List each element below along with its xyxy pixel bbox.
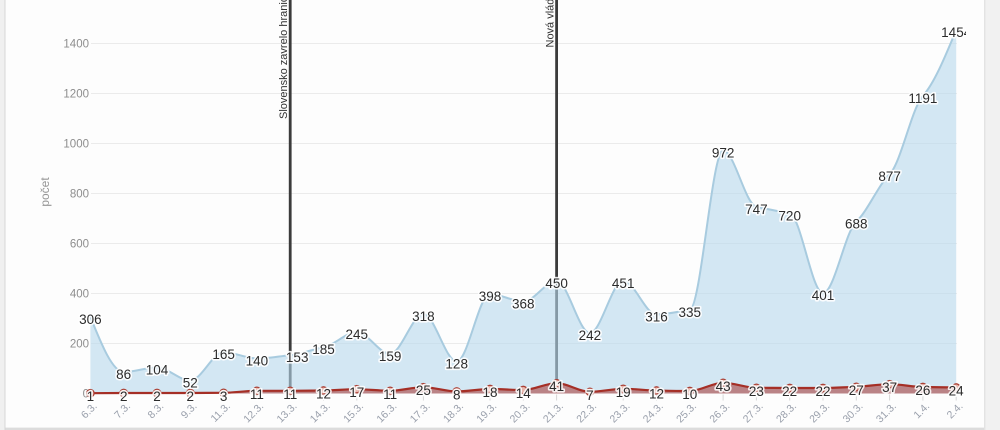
svg-text:2: 2	[153, 389, 161, 404]
svg-text:27: 27	[849, 383, 864, 398]
svg-text:200: 200	[70, 338, 89, 350]
svg-text:335: 335	[679, 305, 702, 320]
svg-text:22: 22	[815, 384, 830, 399]
svg-text:747: 747	[745, 202, 768, 217]
svg-text:1400: 1400	[63, 38, 89, 50]
svg-text:245: 245	[346, 327, 369, 342]
svg-text:23: 23	[749, 384, 764, 399]
svg-text:19: 19	[616, 385, 631, 400]
svg-text:Slovensko zavrelo hranice: Slovensko zavrelo hranice	[278, 0, 290, 119]
svg-text:368: 368	[512, 297, 535, 312]
svg-text:12: 12	[649, 387, 664, 402]
svg-text:104: 104	[146, 363, 169, 378]
svg-text:11: 11	[283, 387, 297, 402]
svg-text:37: 37	[882, 380, 897, 395]
svg-text:11: 11	[383, 387, 397, 402]
svg-text:185: 185	[312, 342, 335, 357]
svg-text:10: 10	[682, 387, 697, 402]
svg-text:86: 86	[116, 367, 131, 382]
svg-text:800: 800	[70, 188, 89, 200]
svg-text:877: 877	[878, 169, 901, 184]
svg-text:17: 17	[349, 385, 364, 400]
svg-text:306: 306	[79, 312, 102, 327]
svg-text:128: 128	[445, 357, 468, 372]
svg-text:počet: počet	[38, 177, 52, 207]
svg-text:400: 400	[70, 288, 89, 300]
svg-text:8: 8	[453, 388, 461, 403]
svg-text:1454: 1454	[941, 25, 972, 40]
svg-text:1191: 1191	[908, 91, 937, 106]
svg-text:972: 972	[712, 146, 735, 161]
svg-text:242: 242	[579, 328, 602, 343]
svg-text:398: 398	[479, 289, 502, 304]
svg-text:165: 165	[212, 347, 235, 362]
svg-text:153: 153	[286, 350, 309, 365]
svg-text:451: 451	[612, 276, 635, 291]
svg-text:52: 52	[183, 376, 198, 391]
svg-text:2: 2	[187, 389, 195, 404]
svg-text:3: 3	[220, 389, 228, 404]
svg-text:11: 11	[250, 387, 264, 402]
svg-text:316: 316	[645, 310, 668, 325]
svg-text:1200: 1200	[63, 88, 89, 100]
svg-text:1: 1	[87, 389, 95, 404]
svg-text:12: 12	[316, 387, 331, 402]
svg-text:401: 401	[812, 288, 835, 303]
svg-text:18: 18	[482, 385, 497, 400]
svg-text:22: 22	[782, 384, 797, 399]
svg-text:688: 688	[845, 217, 868, 232]
svg-text:720: 720	[778, 209, 801, 224]
svg-text:24: 24	[949, 384, 965, 399]
svg-text:159: 159	[379, 349, 402, 364]
svg-text:318: 318	[412, 309, 435, 324]
svg-text:43: 43	[716, 379, 731, 394]
svg-text:450: 450	[545, 276, 568, 291]
svg-text:0: 0	[83, 388, 89, 400]
svg-text:14: 14	[516, 386, 532, 401]
svg-text:2: 2	[120, 389, 128, 404]
svg-text:7: 7	[586, 388, 594, 403]
svg-text:140: 140	[246, 354, 269, 369]
svg-text:1000: 1000	[63, 138, 89, 150]
svg-text:41: 41	[549, 379, 564, 394]
svg-text:25: 25	[416, 383, 431, 398]
svg-text:26: 26	[915, 383, 930, 398]
svg-text:Nová vláda: Nová vláda	[545, 0, 557, 48]
svg-text:600: 600	[70, 238, 89, 250]
